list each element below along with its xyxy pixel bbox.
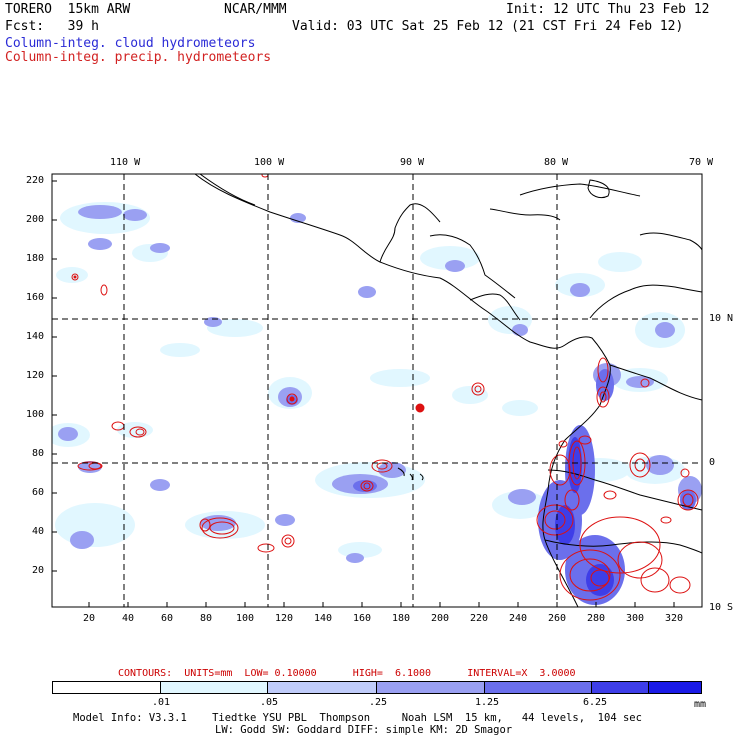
y-label: 200: [26, 214, 45, 225]
organization: NCAR/MMM: [224, 2, 287, 17]
lat-label-10s: 10 S: [709, 602, 734, 613]
x-label: 60: [161, 613, 174, 624]
x-label: 140: [314, 613, 333, 624]
cloud-field-label: Column-integ. cloud hydrometeors: [5, 36, 256, 51]
forecast-hour: Fcst: 39 h: [5, 19, 99, 34]
x-label: 320: [665, 613, 684, 624]
y-label: 160: [26, 292, 45, 303]
y-label: 180: [26, 253, 45, 264]
x-label: 180: [392, 613, 411, 624]
color-bar-unit: mm: [694, 699, 707, 710]
color-bar-segment: [592, 682, 650, 693]
x-label: 80: [200, 613, 213, 624]
map-frame: [51, 173, 703, 608]
color-bar: [52, 681, 702, 694]
color-bar-label: .01: [152, 697, 171, 708]
x-label: 120: [275, 613, 294, 624]
x-label: 260: [548, 613, 567, 624]
tick-marks: [52, 180, 675, 607]
color-bar-segment: [377, 682, 485, 693]
precip-contour-layer: [71, 174, 699, 601]
model-physics: LW: Godd SW: Goddard DIFF: simple KM: 2D…: [215, 724, 513, 736]
y-label: 40: [32, 526, 45, 537]
init-time: Init: 12 UTC Thu 23 Feb 12: [506, 2, 710, 17]
color-bar-label: .05: [260, 697, 279, 708]
x-label: 40: [122, 613, 135, 624]
y-label: 60: [32, 487, 45, 498]
color-bar-segment: [649, 682, 702, 693]
precip-field-label: Column-integ. precip. hydrometeors: [5, 50, 272, 65]
coastline-layer: [194, 174, 702, 607]
y-label: 120: [26, 370, 45, 381]
x-label: 240: [509, 613, 528, 624]
color-bar-segment: [160, 682, 269, 693]
x-label: 220: [470, 613, 489, 624]
x-label: 280: [587, 613, 606, 624]
lon-label-80w: 80 W: [544, 157, 569, 168]
y-label: 100: [26, 409, 45, 420]
x-label: 160: [353, 613, 372, 624]
color-bar-label: 6.25: [583, 697, 608, 708]
lat-lon-grid: [52, 174, 702, 607]
y-label: 80: [32, 448, 45, 459]
lon-label-110w: 110 W: [110, 157, 141, 168]
x-label: 20: [83, 613, 96, 624]
color-bar-segment: [484, 682, 593, 693]
model-title: TORERO 15km ARW: [5, 2, 131, 17]
lon-label-90w: 90 W: [400, 157, 425, 168]
color-bar-label: .25: [369, 697, 388, 708]
contour-legend: CONTOURS: UNITS=mm LOW= 0.10000 HIGH= 6.…: [118, 668, 576, 679]
lon-label-100w: 100 W: [254, 157, 285, 168]
y-label: 20: [32, 565, 45, 576]
lon-label-70w: 70 W: [689, 157, 714, 168]
color-bar-label: 1.25: [475, 697, 500, 708]
x-label: 300: [626, 613, 645, 624]
cloud-fill-layer: [52, 202, 702, 605]
model-info: Model Info: V3.3.1 Tiedtke YSU PBL Thomp…: [73, 712, 642, 724]
x-label: 100: [236, 613, 255, 624]
lat-label-10n: 10 N: [709, 313, 734, 324]
color-bar-segment: [268, 682, 378, 693]
x-label: 200: [431, 613, 450, 624]
y-label: 220: [26, 175, 45, 186]
valid-time: Valid: 03 UTC Sat 25 Feb 12 (21 CST Fri …: [292, 19, 684, 34]
color-bar-segment: [53, 682, 161, 693]
lat-label-0: 0: [709, 457, 716, 468]
y-label: 140: [26, 331, 45, 342]
